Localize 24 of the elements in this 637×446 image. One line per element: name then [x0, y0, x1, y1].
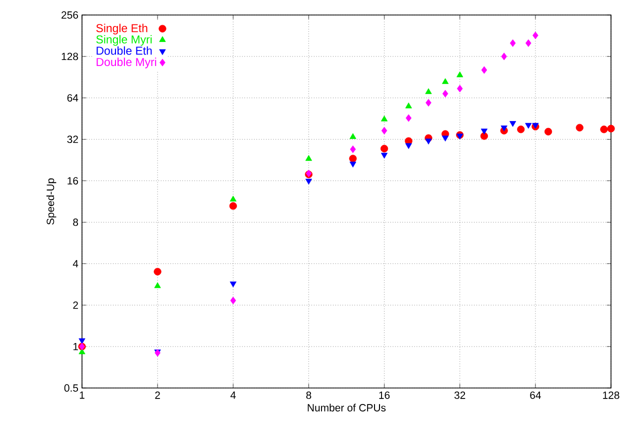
y-tick-label: 4 [72, 260, 78, 268]
y-tick-label: 8 [73, 218, 78, 226]
y-tick-label: 2 [73, 301, 78, 309]
x-tick-label: 128 [603, 392, 620, 399]
y-tick-label: 128 [62, 52, 78, 60]
x-tick-label: 64 [530, 392, 541, 399]
legend-label: Double Myri [96, 58, 156, 68]
y-tick-label: 1 [73, 342, 78, 350]
y-axis-title: Speed-Up [46, 178, 56, 225]
y-tick-label: 0.5 [64, 384, 78, 392]
x-tick-label: 16 [379, 392, 390, 399]
x-tick-label: 1 [80, 392, 84, 399]
y-tick-label: 256 [62, 11, 78, 19]
x-tick-label: 4 [230, 392, 236, 399]
y-tick-label: 64 [67, 94, 78, 102]
x-axis-title: Number of CPUs [308, 404, 386, 412]
legend-label: Single Myri [96, 35, 152, 46]
legend-label: Double Eth [96, 46, 152, 55]
x-tick-label: 2 [155, 392, 160, 399]
y-tick-label: 32 [67, 136, 78, 144]
legend-label: Single Eth [96, 24, 148, 34]
x-tick-label: 8 [306, 392, 312, 399]
y-tick-label: 16 [68, 177, 78, 184]
x-tick-label: 32 [454, 392, 466, 399]
